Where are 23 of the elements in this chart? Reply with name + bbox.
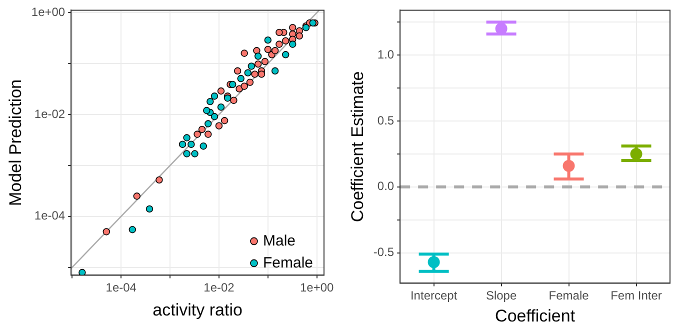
x-tick-label: 1e-04 [106, 280, 137, 295]
point [630, 148, 642, 160]
y-tick-label: 1e-02 [34, 106, 66, 121]
y-tick-label: 0.5 [377, 113, 394, 128]
y-axis-title: Model Prediction [6, 79, 25, 206]
y-tick-label: 1.0 [377, 47, 394, 62]
x-tick-label: Intercept [410, 288, 458, 303]
x-tick-label: Slope [486, 288, 517, 303]
y-tick-label: 1e+00 [31, 5, 66, 20]
x-tick-label: 1e-02 [204, 280, 235, 295]
y-tick-label: 1e-04 [34, 208, 66, 223]
y-tick-label: -0.5 [373, 245, 394, 260]
point [562, 160, 575, 172]
legend-label: Male [262, 232, 296, 250]
x-axis-title: Coefficient [495, 306, 576, 326]
legend-label: Female [262, 254, 314, 272]
y-tick-label: 0.0 [377, 179, 394, 194]
x-tick-label: Fem Inter [610, 288, 662, 303]
point [428, 256, 440, 268]
x-tick-label: 1e+00 [300, 280, 334, 295]
y-axis-title: Coefficient Estimate [348, 71, 367, 222]
x-axis-title: activity ratio [152, 300, 242, 320]
x-tick-label: Female [548, 288, 590, 303]
